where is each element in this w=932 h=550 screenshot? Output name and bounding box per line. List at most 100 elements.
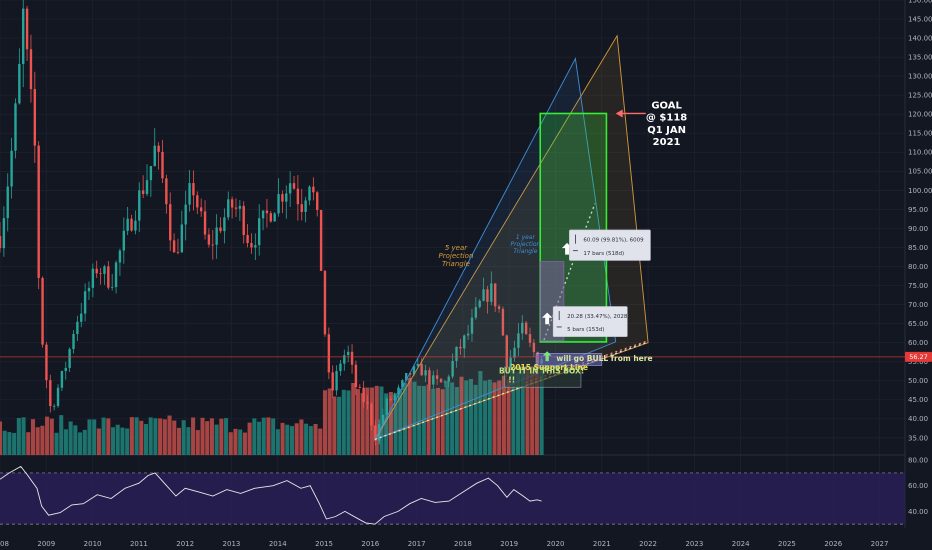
volume-bar <box>228 432 233 455</box>
volume-bar <box>393 393 398 455</box>
time-tick-label: 2025 <box>778 540 796 548</box>
candle-body <box>242 205 245 235</box>
volume-bar <box>167 415 172 455</box>
price-tick-label: 140.00 <box>908 34 932 42</box>
measure-box-large[interactable]: 60.09 (99.81%), 6009 17 bars (518d) <box>569 229 651 261</box>
measure-box-small-bars: 5 bars (153d) <box>567 327 604 333</box>
buy-label: BUY IT IN THIS BOX! <box>499 367 584 376</box>
candle-body <box>172 240 176 253</box>
candle-body <box>513 347 516 358</box>
buy-label-box <box>504 366 582 388</box>
projection-1yr-label-line1: 1 year <box>516 234 536 241</box>
volume-bar <box>421 385 426 455</box>
volume-bar <box>242 432 247 455</box>
volume-bar <box>464 380 469 455</box>
candle-body <box>385 398 389 415</box>
candle-body <box>122 230 125 251</box>
volume-bar <box>497 380 502 455</box>
candle-body <box>196 195 199 208</box>
candle-body <box>331 372 334 391</box>
candle-body <box>528 334 532 343</box>
measure-box-small[interactable]: 20.28 (33.47%), 2028 5 bars (153d) <box>552 306 628 337</box>
candle-body <box>223 217 226 232</box>
volume-bar <box>374 385 379 455</box>
volume-bar <box>191 417 196 455</box>
candle-body <box>169 204 172 241</box>
candle-body <box>269 213 273 222</box>
volume-bar <box>365 387 370 455</box>
candle-body <box>447 376 450 382</box>
candle-body <box>161 151 164 179</box>
volume-bar <box>275 429 280 455</box>
price-tick-label: 85.00 <box>908 244 928 252</box>
arrow-up-icon <box>541 312 553 325</box>
volume-bar <box>539 367 544 455</box>
volume-bar <box>0 421 3 455</box>
candle-body <box>95 268 98 274</box>
current-price-badge-bg <box>905 351 932 362</box>
candle-body <box>184 204 187 225</box>
volume-bar <box>40 425 45 455</box>
time-tick-label: 2022 <box>639 540 657 548</box>
candle-body <box>358 387 361 388</box>
candle-body <box>25 8 29 50</box>
volume-bar <box>445 381 450 455</box>
volume-bar <box>492 382 497 455</box>
current-price-badge: 56.27 <box>905 351 932 362</box>
candle-body <box>319 209 323 271</box>
candle-body <box>474 307 478 318</box>
volume-bar <box>403 382 408 455</box>
candle-body <box>497 306 501 309</box>
candle-body <box>350 351 354 365</box>
volume-bar <box>238 429 243 455</box>
measure-box-large-bg <box>569 229 651 261</box>
volume-bar <box>351 382 356 455</box>
time-tick-label: 2014 <box>269 540 287 548</box>
candle-body <box>327 334 331 373</box>
time-tick-label: 2018 <box>454 540 472 548</box>
volume-bar <box>134 417 139 455</box>
candle-body <box>2 218 6 249</box>
price-tick-label: 80.00 <box>908 263 928 271</box>
volume-bar <box>407 378 412 455</box>
candle-body <box>420 363 423 376</box>
volume-bar <box>327 388 332 455</box>
candle-body <box>250 243 253 248</box>
volume-bar <box>440 389 445 455</box>
candle-body <box>76 321 79 334</box>
volume-bar <box>158 418 163 455</box>
volume-bar <box>78 432 83 455</box>
volume-bar <box>63 429 68 455</box>
candle-body <box>524 322 528 335</box>
candle-body <box>165 178 168 205</box>
volume-bars <box>0 364 544 455</box>
candle-body <box>29 49 33 90</box>
candle-body <box>478 300 481 308</box>
candle-body <box>103 266 106 274</box>
candle-body <box>455 346 458 361</box>
candle-body <box>60 371 64 388</box>
price-tick-label: 70.00 <box>908 301 928 309</box>
volume-bar <box>346 390 351 455</box>
volume-bar <box>534 364 539 455</box>
candle-body <box>521 322 524 334</box>
candle-body <box>118 250 122 263</box>
candle-body <box>517 333 520 348</box>
candle-body <box>381 414 385 425</box>
rsi-tick-label: 60.00 <box>908 482 928 490</box>
candle-body <box>64 367 67 372</box>
goal-arrow-head <box>615 109 623 118</box>
volume-bar <box>285 424 290 455</box>
candle-body <box>346 351 350 356</box>
candle-body <box>486 289 489 302</box>
candle-body <box>435 375 439 379</box>
candle-body <box>261 210 265 219</box>
candle-body <box>230 199 234 208</box>
candle-body <box>157 145 160 152</box>
measure-box-large-bars: 17 bars (518d) <box>583 251 624 257</box>
candle-body <box>509 357 512 372</box>
volume-bar <box>153 418 158 455</box>
volume-bar <box>525 366 530 455</box>
